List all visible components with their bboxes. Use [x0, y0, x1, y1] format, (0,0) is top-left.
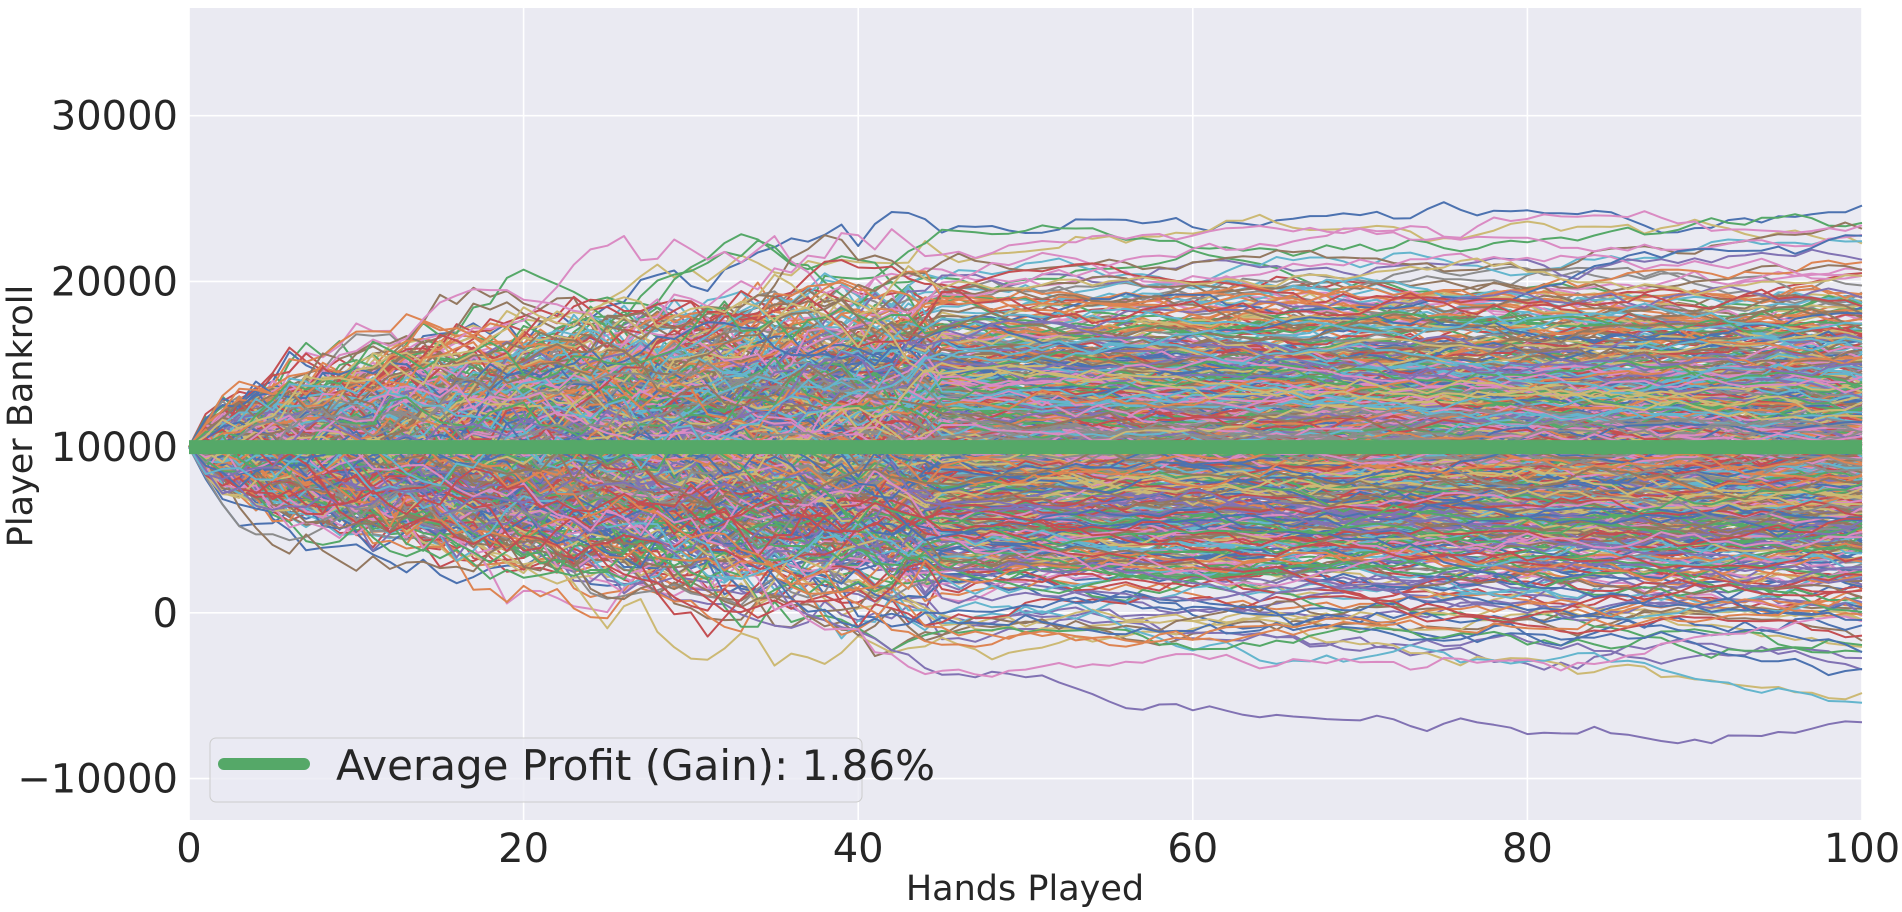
bankroll-path: [188, 319, 1863, 481]
y-tick-label: 0: [153, 591, 178, 637]
y-tick-label: 10000: [51, 425, 178, 471]
bankroll-path: [188, 284, 1863, 460]
y-tick-label: 20000: [51, 259, 178, 305]
y-axis-label: Player Bankroll: [1, 285, 41, 547]
bankroll-path: [188, 347, 1863, 448]
bankroll-path: [188, 361, 1863, 522]
bankroll-path: [188, 302, 1863, 487]
bankroll-path: [188, 435, 1862, 560]
bankroll-path: [188, 257, 1863, 451]
legend-box: [209, 737, 863, 803]
bankroll-path: [188, 341, 1863, 489]
x-tick-label: 40: [833, 826, 884, 872]
bankroll-path: [188, 416, 1863, 648]
bankroll-path: [188, 446, 1863, 613]
bankroll-path: [188, 424, 1863, 567]
bankroll-path: [188, 340, 1863, 469]
bankroll-path: [188, 201, 1863, 449]
bankroll-path: [188, 213, 1863, 448]
bankroll-path: [188, 428, 1863, 621]
bankroll-path: [188, 339, 1863, 506]
x-tick-labels: 0 20 40 60 80 100: [176, 826, 1900, 872]
bankroll-path: [188, 384, 1863, 465]
x-tick-label: 100: [1824, 826, 1900, 872]
bankroll-path: [188, 259, 1863, 449]
bankroll-path: [188, 405, 1863, 530]
y-tick-label: 30000: [51, 94, 178, 140]
bankroll-path: [188, 348, 1863, 492]
bankroll-path: [188, 296, 1863, 448]
bankroll-path: [188, 349, 1863, 449]
bankroll-path: [188, 343, 1863, 474]
x-tick-label: 60: [1167, 826, 1218, 872]
y-tick-label: −10000: [17, 757, 178, 803]
bankroll-path: [188, 403, 1863, 515]
bankroll-path: [188, 446, 1863, 572]
bankroll-path: [188, 421, 1863, 621]
bankroll-path: [188, 382, 1863, 480]
bankroll-path: [188, 446, 1863, 678]
bankroll-path: [188, 321, 1863, 448]
legend-label: Average Profit (Gain): 1.86%: [336, 741, 935, 790]
bankroll-path: [188, 396, 1863, 547]
bankroll-path: [188, 438, 1863, 548]
x-axis-label: Hands Played: [906, 869, 1144, 909]
bankroll-path: [188, 213, 1863, 448]
y-tick-labels: −10000 0 10000 20000 30000: [17, 94, 178, 803]
bankroll-path: [188, 416, 1863, 523]
bankroll-path: [188, 434, 1863, 640]
legend: Average Profit (Gain): 1.86%: [209, 737, 935, 803]
bankroll-path: [188, 353, 1863, 475]
bankroll-path: [188, 295, 1863, 451]
bankroll-path: [188, 427, 1863, 587]
bankroll-path: [188, 270, 1863, 454]
bankroll-path: [188, 341, 1863, 463]
bankroll-path: [188, 298, 1863, 456]
x-tick-label: 20: [498, 826, 549, 872]
x-tick-label: 0: [176, 826, 201, 872]
bankroll-path: [188, 413, 1863, 603]
bankroll-path: [188, 210, 1863, 448]
x-tick-label: 80: [1502, 826, 1553, 872]
bankroll-path: [188, 251, 1863, 449]
bankroll-path: [188, 419, 1863, 537]
bankroll-path: [188, 437, 1863, 570]
